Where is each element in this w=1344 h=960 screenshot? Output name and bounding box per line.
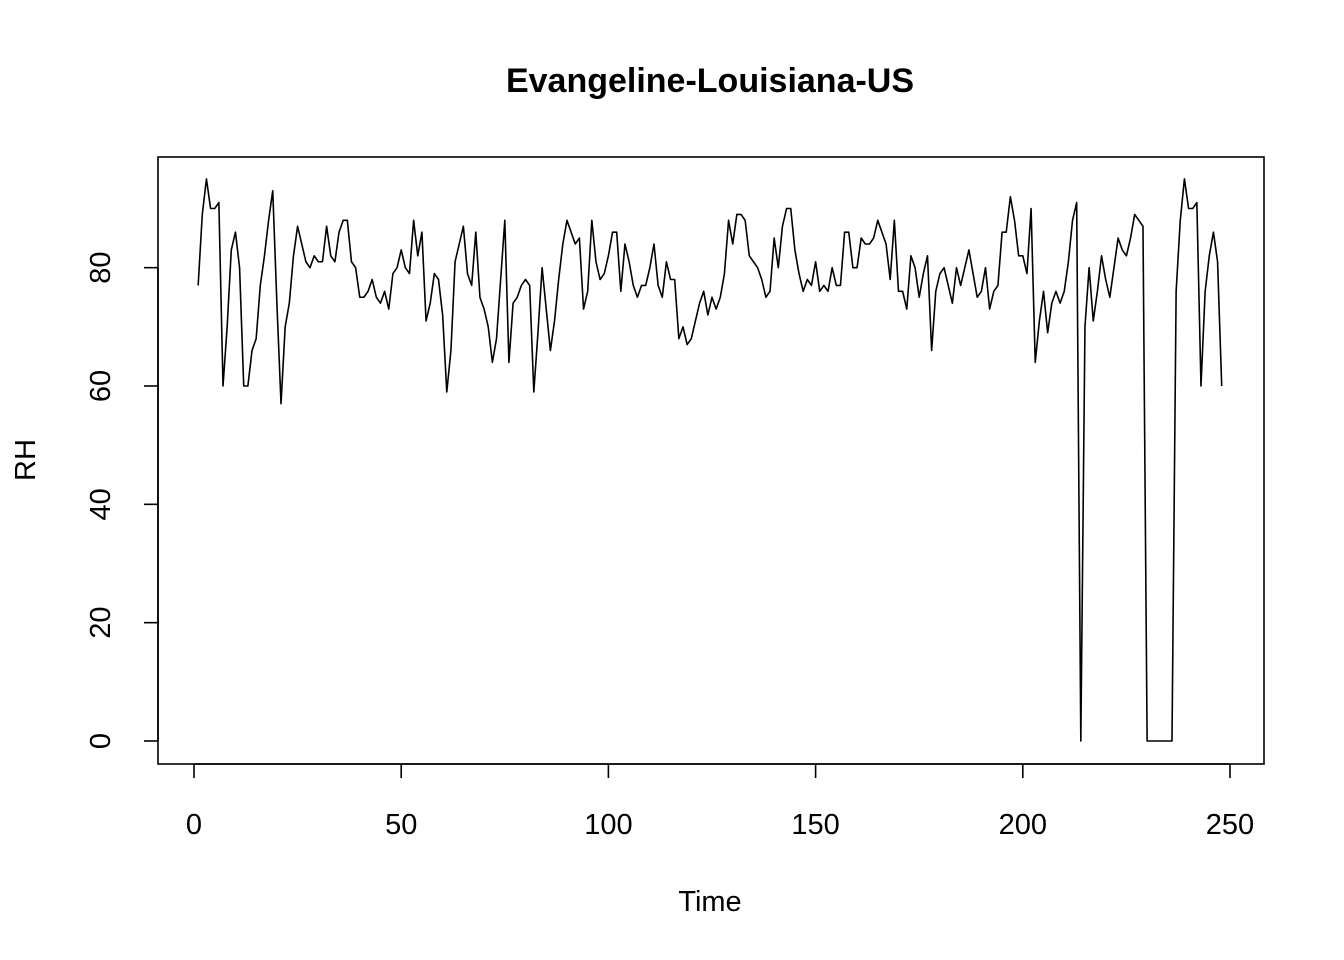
chart-title: Evangeline-Louisiana-US xyxy=(506,62,914,100)
x-axis-label: Time xyxy=(678,886,741,918)
x-tick-label: 200 xyxy=(999,809,1047,841)
x-tick-label: 100 xyxy=(584,809,632,841)
x-tick-label: 250 xyxy=(1206,809,1254,841)
y-tick-label: 0 xyxy=(85,733,117,749)
y-tick-label: 40 xyxy=(85,488,117,520)
y-tick-label: 80 xyxy=(85,252,117,284)
y-tick-label: 20 xyxy=(85,607,117,639)
y-axis-label: RH xyxy=(10,439,42,481)
x-tick-label: 0 xyxy=(186,809,202,841)
x-axis: 0 50 100 150 200 250 xyxy=(186,764,1254,841)
x-tick-label: 50 xyxy=(385,809,417,841)
x-tick-label: 150 xyxy=(791,809,839,841)
y-axis: 0 20 40 60 80 xyxy=(85,252,158,750)
series-line-0 xyxy=(198,179,1222,741)
y-tick-label: 60 xyxy=(85,370,117,402)
series-group xyxy=(198,179,1222,741)
